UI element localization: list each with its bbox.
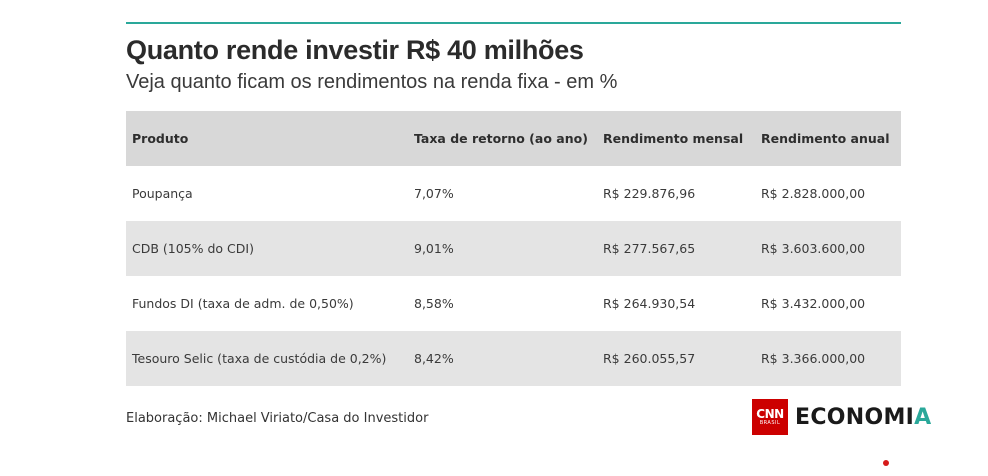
table-header-row: Produto Taxa de retorno (ao ano) Rendime… [126,111,901,166]
cell-taxa: 7,07% [414,186,454,201]
cell-rendimento-anual: R$ 3.366.000,00 [761,351,866,366]
table-row: Fundos DI (taxa de adm. de 0,50%) 8,58% … [126,276,901,331]
logo-word-main: ECONOMI [795,404,915,430]
cell-rendimento-anual: R$ 2.828.000,00 [761,186,866,201]
cell-produto: Fundos DI (taxa de adm. de 0,50%) [132,296,354,311]
cell-taxa: 8,42% [414,351,454,366]
cell-rendimento-anual: R$ 3.603.600,00 [761,241,866,256]
cell-produto: CDB (105% do CDI) [132,241,254,256]
cell-rendimento-mensal: R$ 277.567,65 [603,241,696,256]
logo-mark-text: CNN [756,406,784,421]
top-accent-line [126,22,901,24]
cell-produto: Tesouro Selic (taxa de custódia de 0,2%) [132,351,387,366]
logo-word-accent: A [914,404,932,430]
column-header-rendimento-anual: Rendimento anual [761,131,890,146]
infographic-card: Quanto rende investir R$ 40 milhões Veja… [126,22,931,450]
cnn-brasil-logo-mark: CNN BRASIL [752,399,788,435]
column-header-rendimento-mensal: Rendimento mensal [603,131,744,146]
cell-produto: Poupança [132,186,193,201]
logo-mark-subtext: BRASIL [759,419,781,426]
table-row: CDB (105% do CDI) 9,01% R$ 277.567,65 R$… [126,221,901,276]
red-dot-marker [883,460,889,466]
cnn-economia-logo: CNN BRASIL ECONOMIA [752,399,932,435]
cell-taxa: 8,58% [414,296,454,311]
cell-rendimento-anual: R$ 3.432.000,00 [761,296,866,311]
page-title: Quanto rende investir R$ 40 milhões [126,35,584,65]
source-credit: Elaboração: Michael Viriato/Casa do Inve… [126,411,429,426]
table-row: Poupança 7,07% R$ 229.876,96 R$ 2.828.00… [126,166,901,221]
cell-taxa: 9,01% [414,241,454,256]
table-row: Tesouro Selic (taxa de custódia de 0,2%)… [126,331,901,386]
cell-rendimento-mensal: R$ 229.876,96 [603,186,696,201]
page-subtitle: Veja quanto ficam os rendimentos na rend… [126,71,618,93]
cell-rendimento-mensal: R$ 260.055,57 [603,351,696,366]
returns-table: Produto Taxa de retorno (ao ano) Rendime… [126,111,901,386]
column-header-produto: Produto [132,131,189,146]
cell-rendimento-mensal: R$ 264.930,54 [603,296,696,311]
logo-wordmark: ECONOMIA [795,405,932,430]
column-header-taxa: Taxa de retorno (ao ano) [414,131,588,146]
